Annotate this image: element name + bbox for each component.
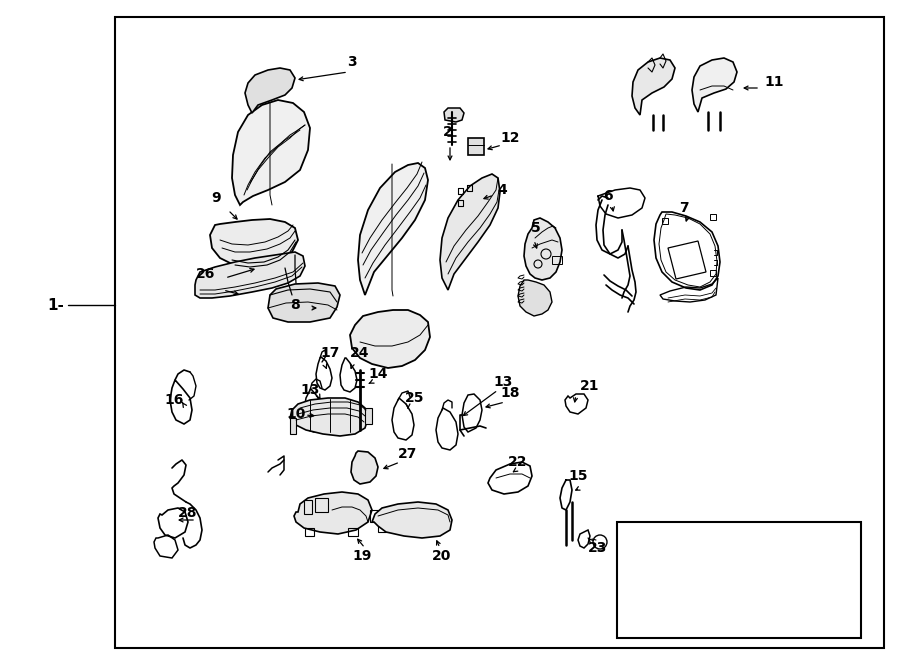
Text: 13: 13 [301,383,320,397]
Text: 15: 15 [568,469,588,483]
Text: 9: 9 [212,191,220,205]
Polygon shape [351,451,378,484]
Text: 28: 28 [178,506,198,520]
Polygon shape [518,280,552,316]
Text: 24: 24 [350,346,370,360]
Bar [115,17,884,648]
Text: 16: 16 [165,393,184,407]
Text: 23: 23 [589,541,608,555]
Polygon shape [372,502,452,538]
Text: 13: 13 [493,375,513,389]
Text: 26: 26 [196,267,216,281]
Polygon shape [290,418,296,434]
Polygon shape [350,310,430,368]
Polygon shape [245,68,295,113]
Text: 7: 7 [680,201,688,215]
Text: 17: 17 [320,346,339,360]
Polygon shape [210,219,298,267]
Text: 4: 4 [497,183,507,197]
Text: 25: 25 [405,391,425,405]
Text: 22: 22 [508,455,527,469]
Polygon shape [232,100,310,205]
Polygon shape [468,138,484,155]
Polygon shape [290,398,368,436]
Polygon shape [524,218,562,280]
Polygon shape [365,408,372,424]
Text: 1-: 1- [48,297,65,313]
Text: 8: 8 [290,298,300,312]
Text: 12: 12 [500,131,520,145]
Text: 27: 27 [399,447,418,461]
Polygon shape [268,283,340,322]
Bar [616,522,861,638]
Text: 3: 3 [347,55,356,69]
Text: 10: 10 [286,407,306,421]
Polygon shape [692,58,737,112]
Text: 14: 14 [368,367,388,381]
Polygon shape [294,492,372,534]
Text: 21: 21 [580,379,599,393]
Text: 11: 11 [764,75,784,89]
Text: 6: 6 [603,189,613,203]
Text: 5: 5 [531,221,541,235]
Text: 19: 19 [352,549,372,563]
Polygon shape [632,58,675,115]
Text: 18: 18 [500,386,520,400]
Polygon shape [440,174,500,290]
Polygon shape [358,163,428,295]
Text: 20: 20 [432,549,452,563]
Text: 2: 2 [443,125,453,139]
Polygon shape [195,252,305,298]
Polygon shape [444,108,464,122]
